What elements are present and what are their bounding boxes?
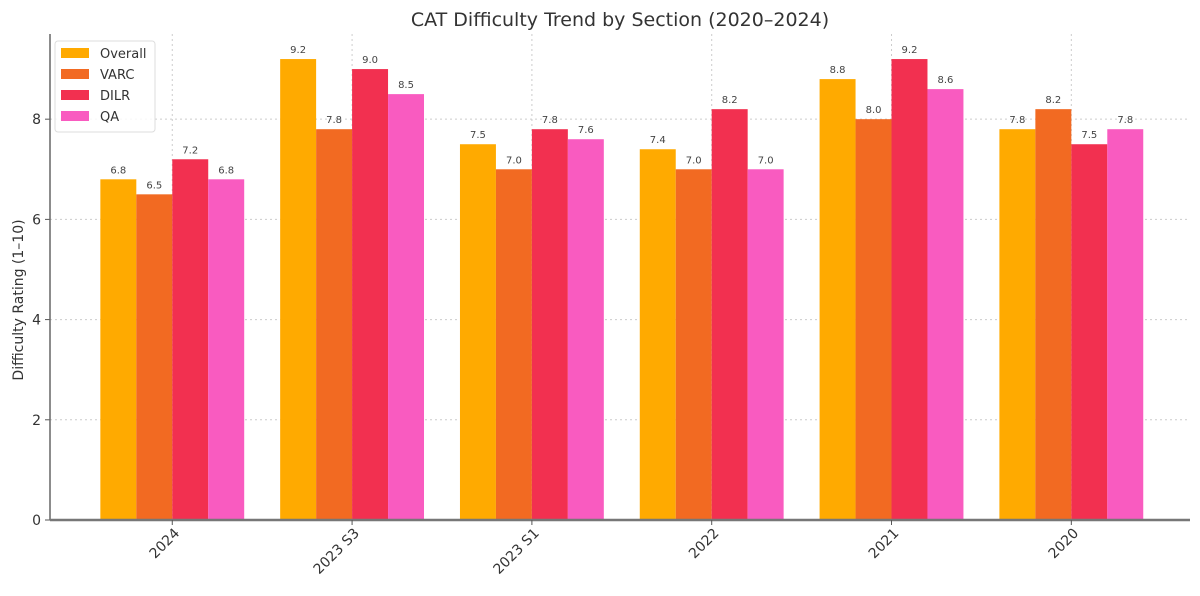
data-label: 8.2 [722, 95, 738, 106]
data-label: 8.0 [866, 105, 882, 116]
bar-varc [316, 129, 353, 521]
bar-qa [927, 89, 964, 520]
bar-varc [675, 169, 712, 520]
bar-dilr [1071, 144, 1108, 520]
bar-dilr [531, 129, 568, 521]
data-label: 7.0 [758, 155, 774, 166]
y-axis-label: Difficulty Rating (1–10) [11, 219, 27, 380]
bar-overall [459, 144, 496, 520]
data-label: 7.8 [1009, 115, 1025, 126]
data-label: 8.8 [830, 65, 846, 76]
data-label: 7.0 [506, 155, 522, 166]
bar-varc [136, 194, 173, 520]
chart-title: CAT Difficulty Trend by Section (2020–20… [411, 9, 829, 31]
bar-overall [280, 59, 317, 521]
x-tick-label: 2022 [686, 526, 723, 563]
data-label: 9.2 [290, 45, 306, 56]
x-tick-label: 2020 [1046, 526, 1083, 563]
bar-dilr [172, 159, 209, 520]
y-tick-label: 2 [32, 413, 41, 429]
bar-qa [567, 139, 604, 520]
data-label: 7.8 [542, 115, 558, 126]
legend-box [54, 40, 156, 133]
bar-qa [208, 179, 245, 521]
bar-overall [819, 79, 856, 521]
data-label: 8.5 [398, 80, 414, 91]
data-label: 7.5 [1081, 130, 1097, 141]
data-label: 7.8 [1117, 115, 1133, 126]
bar-overall [639, 149, 676, 520]
legend: Overall VARC DILR QA [54, 40, 156, 133]
data-label: 7.4 [650, 135, 666, 146]
bars [100, 59, 1144, 521]
bar-varc [855, 119, 892, 520]
bar-dilr [352, 69, 389, 520]
legend-label: DILR [100, 89, 130, 104]
data-label: 7.6 [578, 125, 594, 136]
data-label: 7.2 [182, 145, 198, 156]
bar-qa [747, 169, 784, 520]
data-label: 6.8 [110, 165, 126, 176]
bar-overall [100, 179, 137, 521]
data-label: 9.2 [902, 45, 918, 56]
data-label: 7.5 [470, 130, 486, 141]
bar-dilr [891, 59, 928, 521]
bar-varc [1035, 109, 1072, 521]
x-tick-label: 2024 [147, 525, 184, 562]
data-label: 7.8 [326, 115, 342, 126]
bar-qa [1107, 129, 1144, 521]
data-label: 9.0 [362, 55, 378, 66]
data-labels: 6.8 9.2 7.5 7.4 8.8 7.8 6.5 7.8 7.0 7.0 8.0 8.2 7.2 9… [110, 45, 1133, 191]
legend-swatch-overall [61, 48, 89, 58]
x-tick-label: 2023 S1 [490, 526, 542, 578]
bar-varc [495, 169, 532, 520]
legend-swatch-qa [61, 111, 89, 121]
bar-overall [999, 129, 1036, 521]
legend-label: Overall [100, 47, 146, 62]
legend-label: VARC [100, 68, 134, 83]
legend-swatch-dilr [61, 90, 89, 100]
bar-dilr [711, 109, 748, 521]
legend-label: QA [100, 110, 119, 125]
data-label: 6.5 [146, 180, 162, 191]
x-tick-label: 2021 [866, 526, 903, 563]
y-tick-label: 6 [32, 212, 41, 228]
data-label: 6.8 [218, 165, 234, 176]
bar-qa [388, 94, 425, 520]
x-tick-label: 2023 S3 [311, 526, 363, 578]
data-label: 7.0 [686, 155, 702, 166]
data-label: 8.2 [1045, 95, 1061, 106]
legend-swatch-varc [61, 69, 89, 79]
y-tick-label: 0 [32, 513, 41, 529]
y-tick-label: 8 [32, 112, 41, 128]
data-label: 8.6 [938, 75, 954, 86]
y-tick-label: 4 [32, 313, 41, 329]
